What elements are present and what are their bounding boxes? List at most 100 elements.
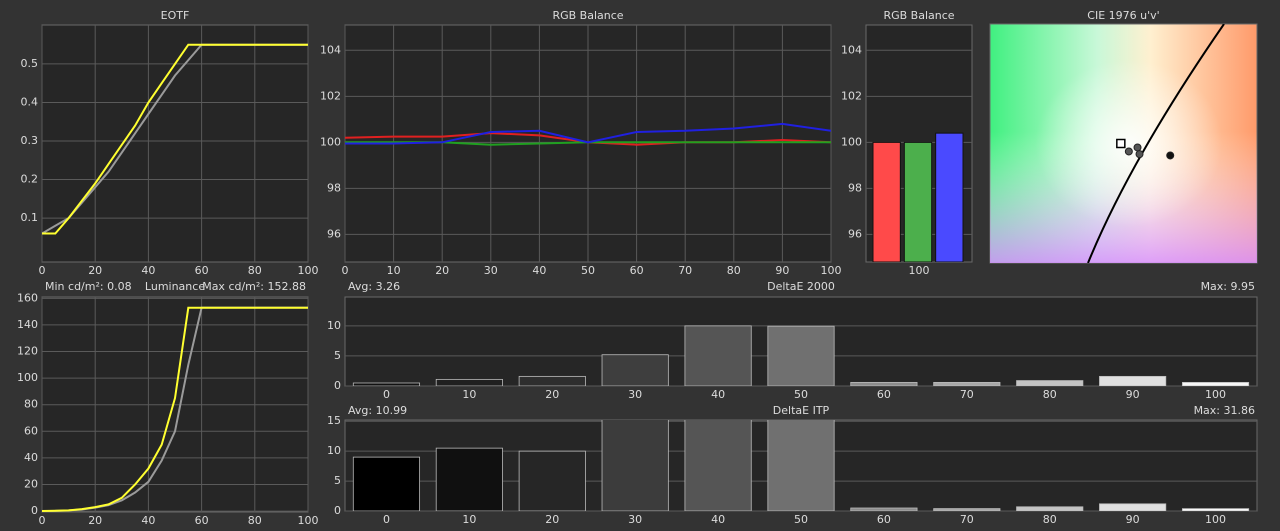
x-tick-label: 80: [727, 264, 741, 277]
chart-panel: RGB Balance 96 98 100 102 104 100: [841, 9, 973, 277]
annotation: Min cd/m²: 0.08: [45, 280, 132, 293]
y-tick-label: 96: [848, 227, 862, 240]
x-tick-label: 20: [88, 264, 102, 277]
x-tick-label: 40: [711, 513, 725, 526]
x-tick-label: 40: [532, 264, 546, 277]
data-line: [42, 43, 308, 235]
y-tick-label: 98: [848, 181, 862, 194]
x-tick-label: 50: [794, 388, 808, 401]
bar: [518, 375, 586, 386]
target-point: [1116, 138, 1126, 149]
x-tick-label: 20: [435, 264, 449, 277]
x-tick-label: 90: [1126, 513, 1140, 526]
x-tick-label: 90: [1126, 388, 1140, 401]
bar: [352, 382, 421, 386]
y-tick-label: 160: [17, 291, 38, 304]
x-tick-label: 0: [383, 388, 390, 401]
chart-panel: EOTF 0.1 0.2 0.3 0.4 0.5 0 20 40 60 80 100: [21, 9, 319, 277]
y-tick-label: 120: [17, 345, 38, 358]
planckian-locus: [1087, 24, 1225, 263]
x-tick-label: 80: [1043, 388, 1057, 401]
x-tick-label: 10: [387, 264, 401, 277]
bar: [850, 381, 918, 386]
bar: [903, 141, 933, 262]
measured-point: [1166, 151, 1175, 160]
x-tick-label: 10: [462, 388, 476, 401]
bar: [684, 325, 752, 386]
y-tick-label: 104: [841, 43, 862, 56]
y-tick-label: 100: [17, 371, 38, 384]
annotation: Avg: 3.26: [348, 280, 400, 293]
y-tick-label: 0.5: [21, 57, 39, 70]
y-tick-label: 0.1: [21, 211, 39, 224]
x-tick-label: 100: [298, 514, 319, 527]
y-tick-label: 98: [327, 181, 341, 194]
x-tick-label: 20: [88, 514, 102, 527]
x-tick-label: 50: [794, 513, 808, 526]
y-tick-label: 104: [320, 43, 341, 56]
x-tick-label: 70: [960, 513, 974, 526]
x-tick-label: 80: [248, 514, 262, 527]
measured-point: [1124, 147, 1133, 156]
chart-panel: Luminance Min cd/m²: 0.08 Max cd/m²: 152.8…: [17, 280, 319, 527]
annotation: Max cd/m²: 152.88: [202, 280, 306, 293]
data-line: [345, 122, 831, 145]
x-tick-label: 80: [248, 264, 262, 277]
chart-panel: CIE 1976 u'v': [989, 9, 1258, 264]
bar: [933, 508, 1001, 511]
x-tick-label: 60: [195, 264, 209, 277]
x-tick-label: 10: [462, 513, 476, 526]
y-tick-label: 140: [17, 318, 38, 331]
y-tick-label: 0: [334, 379, 341, 392]
x-tick-label: 20: [545, 388, 559, 401]
y-tick-label: 0.2: [21, 173, 39, 186]
x-tick-label: 30: [484, 264, 498, 277]
annotation: Avg: 10.99: [348, 404, 407, 417]
x-tick-label: 40: [141, 264, 155, 277]
y-tick-label: 5: [334, 474, 341, 487]
bar: [1181, 381, 1250, 386]
chart-title: CIE 1976 u'v': [1087, 9, 1159, 22]
bar: [1099, 503, 1167, 511]
bar: [601, 420, 669, 511]
bar: [767, 420, 835, 511]
y-tick-label: 102: [841, 89, 862, 102]
bar: [767, 325, 835, 386]
y-tick-label: 40: [24, 451, 38, 464]
x-tick-label: 30: [628, 513, 642, 526]
y-tick-label: 80: [24, 398, 38, 411]
chart-title: RGB Balance: [883, 9, 954, 22]
y-tick-label: 100: [320, 135, 341, 148]
y-tick-label: 0: [334, 504, 341, 517]
x-tick-label: 100: [1205, 388, 1226, 401]
x-tick-label: 20: [545, 513, 559, 526]
bar: [352, 456, 421, 511]
y-tick-label: 0: [31, 504, 38, 517]
x-tick-label: 100: [298, 264, 319, 277]
x-tick-label: 80: [1043, 513, 1057, 526]
y-tick-label: 20: [24, 477, 38, 490]
chart-title: Luminance: [145, 280, 205, 293]
bar: [850, 507, 918, 511]
x-tick-label: 0: [39, 264, 46, 277]
x-tick-label: 0: [342, 264, 349, 277]
bar: [933, 381, 1001, 386]
bar: [601, 354, 669, 386]
annotation: Max: 9.95: [1201, 280, 1255, 293]
y-tick-label: 102: [320, 89, 341, 102]
x-tick-label: 40: [141, 514, 155, 527]
x-tick-label: 40: [711, 388, 725, 401]
bar: [1016, 506, 1084, 511]
x-tick-label: 60: [630, 264, 644, 277]
x-tick-label: 60: [195, 514, 209, 527]
x-tick-label: 100: [909, 264, 930, 277]
plot-area: [41, 24, 309, 263]
bar: [872, 141, 901, 262]
bar: [518, 450, 586, 511]
measured-point: [1133, 143, 1142, 152]
x-tick-label: 50: [581, 264, 595, 277]
chart-title: RGB Balance: [552, 9, 623, 22]
x-tick-label: 60: [877, 513, 891, 526]
x-tick-label: 0: [383, 513, 390, 526]
